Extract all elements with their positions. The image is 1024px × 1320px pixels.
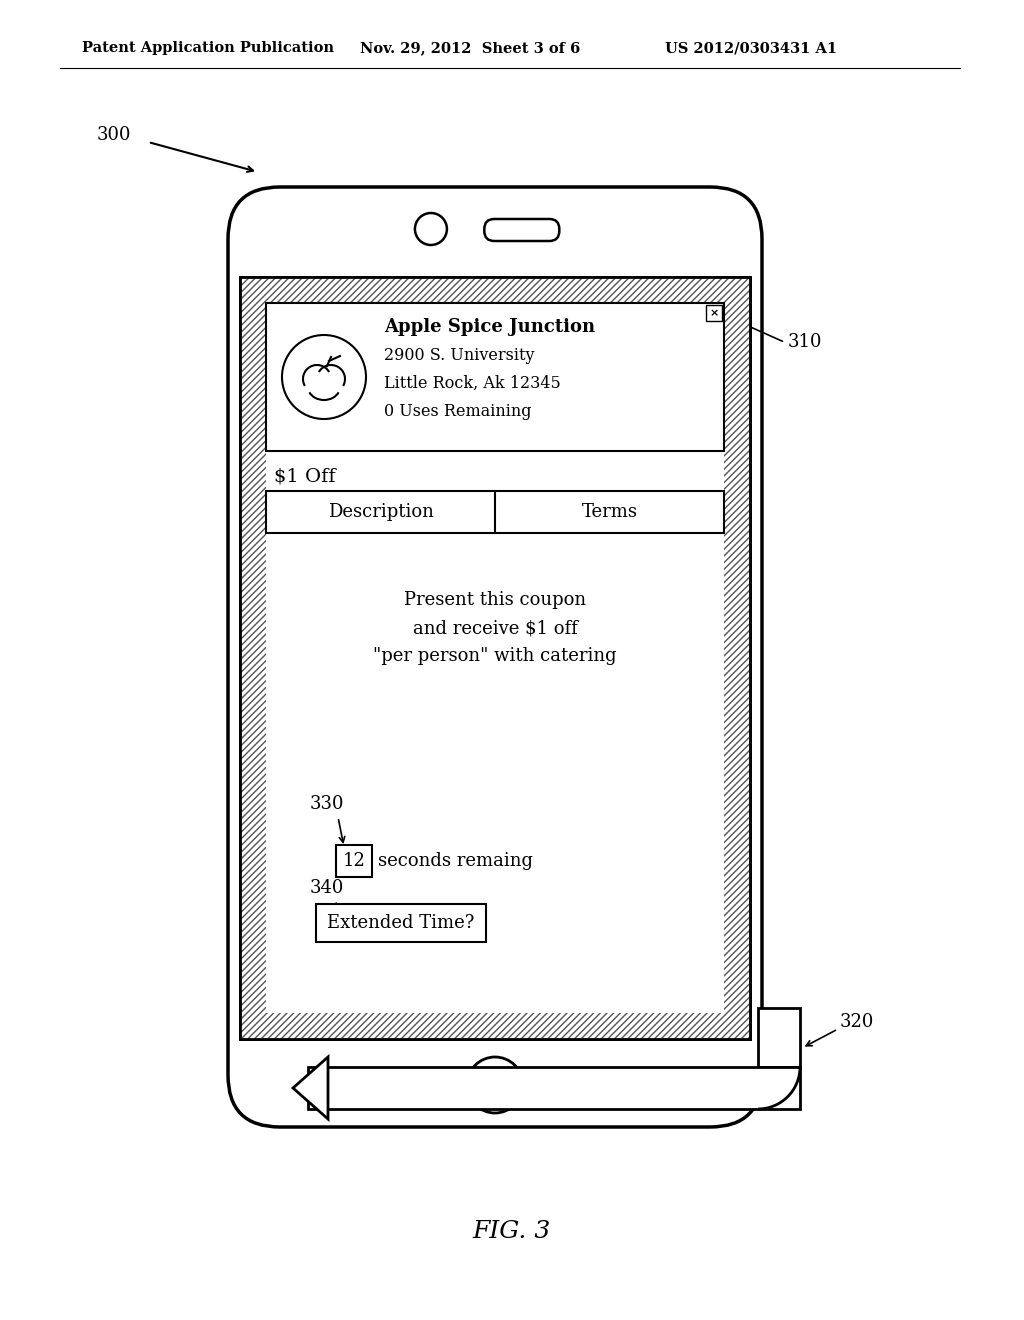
- Text: 320: 320: [840, 1012, 874, 1031]
- Bar: [240, 277, 750, 1039]
- Text: Terms: Terms: [582, 503, 638, 521]
- Text: 330: 330: [310, 795, 344, 813]
- Bar: [240, 304, 266, 1012]
- Text: $1 Off: $1 Off: [274, 469, 336, 486]
- FancyBboxPatch shape: [758, 1008, 800, 1067]
- Text: 310: 310: [788, 334, 822, 351]
- Bar: [240, 1012, 750, 1039]
- Text: 12: 12: [343, 851, 366, 870]
- PathPatch shape: [293, 1057, 328, 1119]
- Bar: [266, 491, 724, 533]
- Text: 0 Uses Remaining: 0 Uses Remaining: [384, 403, 531, 420]
- Text: ×: ×: [710, 308, 719, 318]
- Bar: [316, 904, 486, 942]
- Text: 300: 300: [97, 125, 131, 144]
- Text: FIG. 3: FIG. 3: [473, 1221, 551, 1243]
- Bar: [724, 304, 750, 1012]
- Bar: [266, 304, 724, 451]
- Bar: [308, 1067, 800, 1109]
- Text: Nov. 29, 2012  Sheet 3 of 6: Nov. 29, 2012 Sheet 3 of 6: [360, 41, 581, 55]
- Bar: [706, 305, 722, 321]
- Text: Little Rock, Ak 12345: Little Rock, Ak 12345: [384, 375, 561, 392]
- Circle shape: [282, 335, 366, 418]
- FancyBboxPatch shape: [486, 1076, 504, 1094]
- Text: 2900 S. University: 2900 S. University: [384, 346, 535, 363]
- Text: Extended Time?: Extended Time?: [328, 913, 475, 932]
- Text: Patent Application Publication: Patent Application Publication: [82, 41, 334, 55]
- Text: US 2012/0303431 A1: US 2012/0303431 A1: [665, 41, 838, 55]
- FancyBboxPatch shape: [484, 219, 559, 242]
- FancyBboxPatch shape: [228, 187, 762, 1127]
- Text: Apple Spice Junction: Apple Spice Junction: [384, 318, 595, 337]
- Bar: [336, 845, 372, 876]
- Text: Description: Description: [328, 503, 433, 521]
- Bar: [240, 277, 750, 1039]
- Text: Present this coupon
and receive $1 off
"per person" with catering: Present this coupon and receive $1 off "…: [373, 591, 616, 665]
- Bar: [240, 277, 750, 304]
- Text: 340: 340: [310, 879, 344, 898]
- Text: seconds remaing: seconds remaing: [378, 851, 534, 870]
